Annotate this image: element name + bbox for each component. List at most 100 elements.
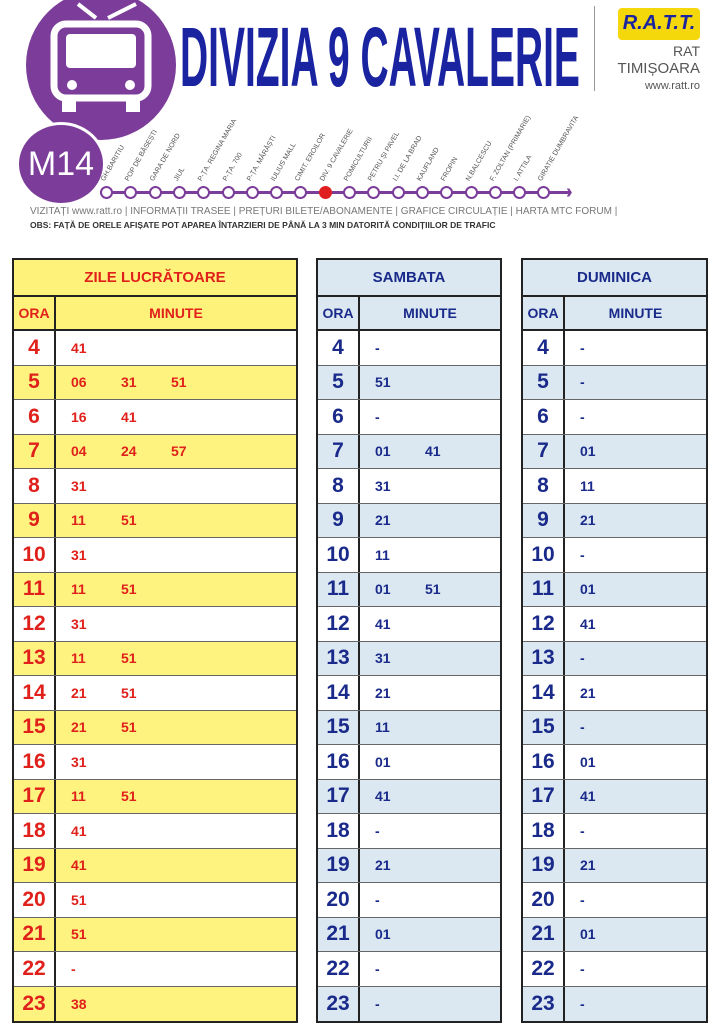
table-row: 22- — [318, 952, 500, 987]
table-row: 15- — [523, 710, 706, 745]
minutes-cell: 21 — [360, 849, 500, 883]
hour-cell: 6 — [318, 400, 360, 434]
table-row: 8 11 — [523, 469, 706, 504]
minute-value: 31 — [375, 650, 391, 667]
minutes-cell: 01 — [565, 435, 706, 469]
minute-value: - — [580, 374, 585, 391]
minute-value: 41 — [425, 443, 441, 460]
hour-cell: 21 — [14, 917, 56, 951]
table-row: 13 31 — [318, 641, 500, 676]
minutes-cell: 21 — [565, 676, 706, 710]
minute-value: 01 — [375, 581, 391, 598]
minute-value: 38 — [71, 995, 87, 1012]
minutes-cell: 11 51 — [56, 573, 296, 607]
hour-cell: 22 — [318, 952, 360, 986]
table-row: 20 51 — [14, 883, 296, 918]
table-row: 17 11 51 — [14, 779, 296, 814]
minutes-cell: 31 — [56, 607, 296, 641]
minute-value: 31 — [71, 477, 87, 494]
minutes-cell: 11 51 — [56, 504, 296, 538]
hour-header: ORA — [523, 297, 565, 329]
minutes-cell: 01 51 — [360, 573, 500, 607]
table-row: 10 31 — [14, 538, 296, 573]
table-row: 7 01 41 — [318, 434, 500, 469]
minutes-cell: - — [56, 952, 296, 986]
route-stop-marker — [513, 186, 527, 199]
hour-cell: 21 — [523, 917, 565, 951]
minute-value: 24 — [121, 443, 137, 460]
minute-value: 51 — [71, 926, 87, 943]
minute-value: - — [580, 339, 585, 356]
hour-cell: 5 — [318, 365, 360, 399]
hour-cell: 20 — [14, 883, 56, 917]
table-row: 14 21 — [318, 676, 500, 711]
minute-value: 51 — [375, 374, 391, 391]
route-stop-marker — [488, 186, 502, 199]
links-bar[interactable]: VIZITAȚI www.ratt.ro | INFORMAȚII TRASEE… — [30, 206, 618, 217]
minutes-cell: 06 31 51 — [56, 366, 296, 400]
route-stop-marker — [221, 186, 235, 199]
minute-value: - — [580, 891, 585, 908]
table-row: 11 01 51 — [318, 572, 500, 607]
minutes-cell: 51 — [56, 883, 296, 917]
route-stop-marker — [270, 186, 284, 199]
table-row: 19 41 — [14, 848, 296, 883]
minute-value: 11 — [71, 650, 86, 667]
table-row: 10 11 — [318, 538, 500, 573]
minutes-cell: 51 — [360, 366, 500, 400]
minute-value: 21 — [580, 684, 596, 701]
hour-cell: 23 — [523, 986, 565, 1021]
table-row: 4 41 — [14, 331, 296, 366]
notice: OBS: FAȚĂ DE ORELE AFIȘATE POT APAREA ÎN… — [30, 220, 496, 230]
minutes-cell: - — [360, 400, 500, 434]
hour-cell: 4 — [318, 331, 360, 365]
hour-cell: 7 — [14, 434, 56, 468]
minutes-cell: - — [565, 711, 706, 745]
org-name: RAT — [673, 43, 700, 59]
table-row: 7 04 24 57 — [14, 434, 296, 469]
weekday-table: ZILE LUCRĂTOARE ORA MINUTE 4 41 5 06 31 51 6 16 41… — [12, 258, 298, 1023]
minutes-cell: 01 — [360, 745, 500, 779]
minutes-cell: - — [565, 883, 706, 917]
route-stop-marker — [197, 186, 211, 199]
minutes-cell: 11 51 — [56, 780, 296, 814]
route-stop-marker — [148, 186, 162, 199]
hour-cell: 11 — [318, 572, 360, 606]
hour-cell: 10 — [523, 538, 565, 572]
table-row: 12 41 — [318, 607, 500, 642]
minutes-cell: 41 — [360, 780, 500, 814]
hour-cell: 14 — [318, 676, 360, 710]
minute-value: 51 — [121, 684, 137, 701]
route-stop-label: P-ȚA. 700 — [221, 151, 244, 183]
minute-value: 31 — [71, 615, 87, 632]
route-stop-marker — [415, 186, 429, 199]
minutes-cell: - — [565, 538, 706, 572]
minute-value: 21 — [580, 857, 596, 874]
table-row: 6- — [523, 400, 706, 435]
route-stop-label: FROPIN — [440, 156, 460, 183]
minutes-cell: 01 — [565, 745, 706, 779]
minute-value: - — [375, 960, 380, 977]
hour-cell: 13 — [523, 641, 565, 675]
table-row: 8 31 — [14, 469, 296, 504]
table-row: 4- — [318, 331, 500, 366]
hour-cell: 12 — [318, 607, 360, 641]
minute-value: 51 — [121, 719, 137, 736]
minutes-cell: 21 — [360, 676, 500, 710]
hour-cell: 14 — [523, 676, 565, 710]
minutes-cell: 11 — [360, 711, 500, 745]
hour-cell: 16 — [14, 745, 56, 779]
minute-value: 01 — [580, 581, 596, 598]
minutes-cell: - — [565, 952, 706, 986]
hour-cell: 9 — [14, 503, 56, 537]
table-row: 11 11 51 — [14, 572, 296, 607]
minute-value: 11 — [375, 546, 390, 563]
route-stop-marker — [245, 186, 259, 199]
minute-value: - — [580, 822, 585, 839]
hour-cell: 10 — [14, 538, 56, 572]
table-row: 19 21 — [523, 848, 706, 883]
minute-value: - — [580, 408, 585, 425]
hour-cell: 15 — [318, 710, 360, 744]
hour-cell: 19 — [523, 848, 565, 882]
minute-value: - — [375, 995, 380, 1012]
